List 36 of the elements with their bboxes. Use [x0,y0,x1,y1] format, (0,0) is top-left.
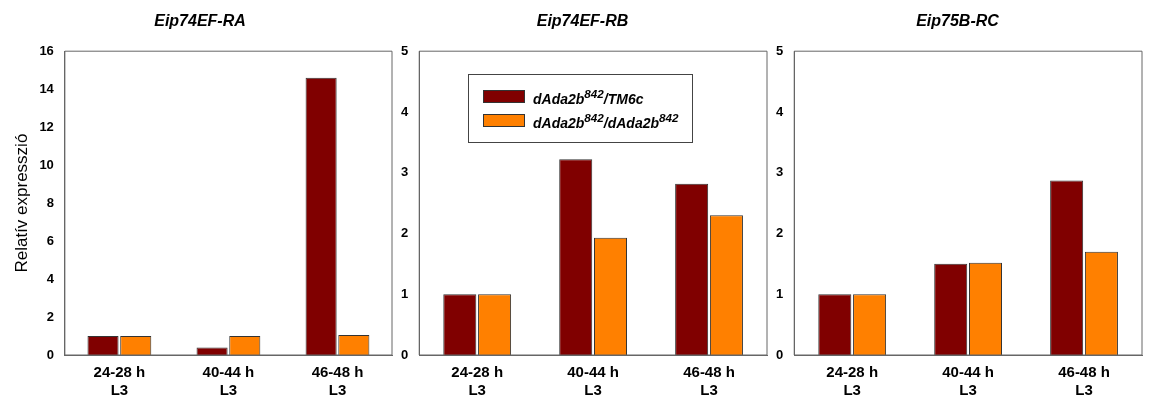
x-tick-label: 24-28 h L3 [93,363,146,399]
y-tick-label: 4 [401,103,409,119]
x-tick-label: 24-28 h L3 [826,363,879,399]
x-tick-label: 46-48 h L3 [683,363,735,399]
y-tick-label: 16 [39,42,54,58]
y-tick-label: 3 [776,164,784,180]
x-tick-label: 46-48 h L3 [311,363,364,399]
y-tick-label: 5 [776,42,784,58]
chart-title: Eip75B-RC [916,12,1000,30]
y-axis-title: Relatív expresszió [11,133,31,273]
chart-title: Eip74EF-RA [154,12,246,30]
x-tick-label: 24-28 h L3 [451,363,504,399]
legend-label: dAda2b$^{842}$/dAda2b$^{842}$ [533,110,679,131]
y-tick-label: 12 [39,118,54,134]
y-tick-label: 1 [401,285,409,301]
y-tick-label: 0 [46,346,54,362]
x-tick-label: 40-44 h L3 [942,363,994,399]
y-tick-label: 10 [39,156,54,172]
legend-label: dAda2b$^{842}$/TM6c [533,87,644,107]
y-tick-label: 5 [401,42,409,58]
x-tick-label: 40-44 h L3 [567,363,619,399]
y-tick-label: 6 [46,232,54,248]
y-tick-label: 0 [401,346,409,362]
y-tick-label: 1 [776,285,784,301]
y-tick-label: 3 [401,164,409,180]
y-tick-label: 14 [39,80,55,96]
x-tick-label: 46-48 h L3 [1058,363,1110,399]
y-tick-label: 0 [776,346,784,362]
x-tick-label: 40-44 h L3 [202,363,255,399]
y-tick-label: 2 [401,225,409,241]
y-tick-label: 4 [46,270,55,286]
chart-title: Eip74EF-RB [536,12,629,30]
y-tick-label: 2 [776,225,784,241]
y-tick-label: 8 [46,194,54,210]
y-tick-label: 2 [46,308,54,324]
y-tick-label: 4 [776,103,784,119]
